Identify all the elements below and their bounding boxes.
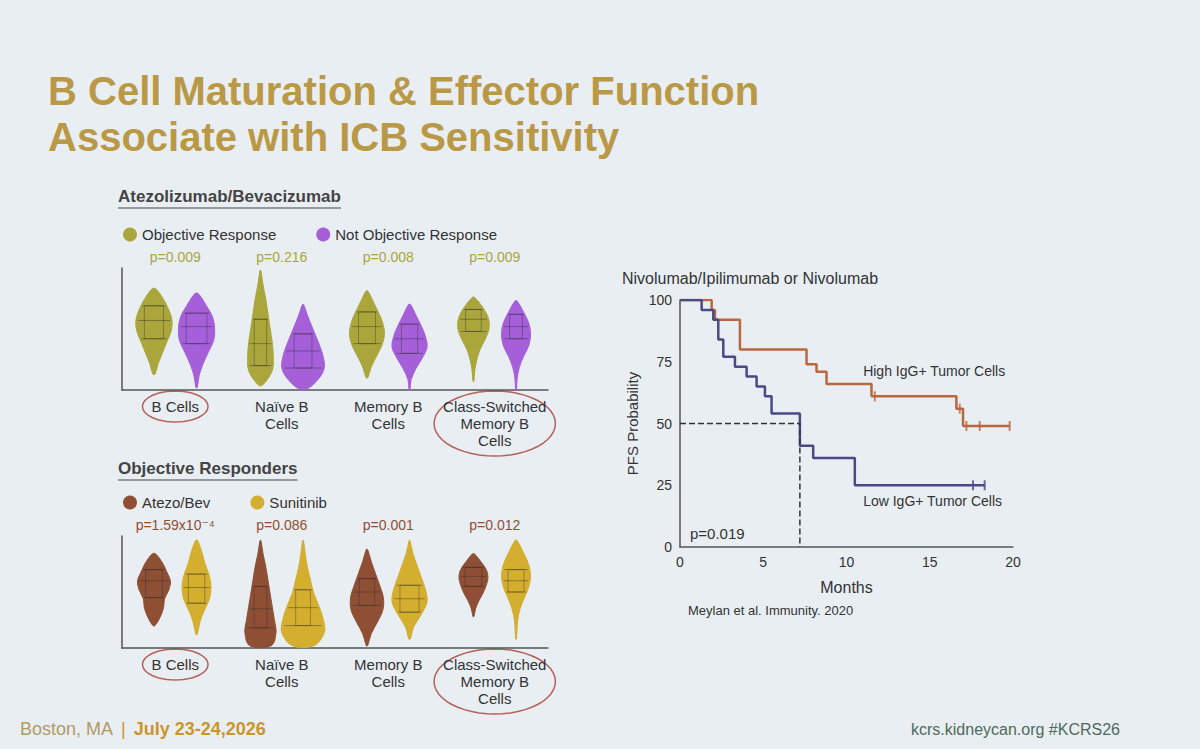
svg-text:Meylan et al. Immunity. 2020: Meylan et al. Immunity. 2020 (688, 603, 853, 618)
svg-text:100: 100 (649, 292, 673, 308)
svg-text:Cells: Cells (265, 415, 298, 432)
svg-text:p=0.009: p=0.009 (469, 249, 520, 265)
svg-text:Cells: Cells (372, 673, 405, 690)
svg-text:Objective Response: Objective Response (142, 226, 276, 243)
svg-text:5: 5 (759, 554, 767, 570)
svg-text:20: 20 (1005, 554, 1021, 570)
svg-text:Atezo/Bev: Atezo/Bev (142, 494, 211, 511)
svg-text:Associate with ICB Sensitivity: Associate with ICB Sensitivity (48, 115, 620, 159)
svg-text:Class-Switched: Class-Switched (443, 398, 546, 415)
svg-text:B Cells: B Cells (151, 398, 199, 415)
svg-text:Nivolumab/Ipilimumab or Nivolu: Nivolumab/Ipilimumab or Nivolumab (622, 270, 878, 287)
svg-text:p=0.009: p=0.009 (150, 249, 201, 265)
svg-text:p=0.012: p=0.012 (469, 517, 520, 533)
svg-text:kcrs.kidneycan.org #KCRS26: kcrs.kidneycan.org #KCRS26 (911, 721, 1120, 738)
svg-text:Sunitinib: Sunitinib (269, 494, 327, 511)
svg-text:Memory B: Memory B (354, 398, 422, 415)
svg-text:Cells: Cells (372, 415, 405, 432)
svg-text:High IgG+ Tumor Cells: High IgG+ Tumor Cells (863, 363, 1005, 379)
svg-text:p=1.59x10⁻⁴: p=1.59x10⁻⁴ (136, 517, 215, 533)
svg-text:p=0.008: p=0.008 (363, 249, 414, 265)
svg-text:0: 0 (664, 539, 672, 555)
svg-text:B Cells: B Cells (151, 656, 199, 673)
svg-text:p=0.086: p=0.086 (256, 517, 307, 533)
svg-text:Not Objective Response: Not Objective Response (335, 226, 497, 243)
svg-text:B Cell Maturation & Effector F: B Cell Maturation & Effector Function (48, 69, 759, 113)
svg-text:Memory B: Memory B (461, 673, 529, 690)
svg-text:|: | (121, 719, 126, 739)
svg-text:50: 50 (656, 416, 672, 432)
svg-text:July 23-24,2026: July 23-24,2026 (134, 719, 266, 739)
svg-text:p=0.001: p=0.001 (363, 517, 414, 533)
svg-text:10: 10 (839, 554, 855, 570)
svg-text:25: 25 (656, 477, 672, 493)
svg-text:p=0.216: p=0.216 (256, 249, 307, 265)
svg-text:Objective Responders: Objective Responders (118, 459, 298, 478)
svg-text:Months: Months (820, 579, 872, 596)
svg-text:Atezolizumab/Bevacizumab: Atezolizumab/Bevacizumab (118, 187, 341, 206)
svg-text:Cells: Cells (265, 673, 298, 690)
svg-text:Cells: Cells (478, 432, 511, 449)
svg-text:Class-Switched: Class-Switched (443, 656, 546, 673)
svg-text:0: 0 (676, 554, 684, 570)
svg-text:Low IgG+ Tumor Cells: Low IgG+ Tumor Cells (863, 493, 1002, 509)
svg-text:Memory B: Memory B (461, 415, 529, 432)
svg-text:PFS Probability: PFS Probability (624, 371, 641, 475)
svg-text:Memory B: Memory B (354, 656, 422, 673)
svg-text:75: 75 (656, 354, 672, 370)
svg-text:p=0.019: p=0.019 (690, 525, 745, 542)
svg-text:Cells: Cells (478, 690, 511, 707)
svg-text:Naïve B: Naïve B (255, 398, 308, 415)
svg-text:Boston, MA: Boston, MA (20, 719, 113, 739)
svg-text:15: 15 (922, 554, 938, 570)
svg-text:Naïve B: Naïve B (255, 656, 308, 673)
